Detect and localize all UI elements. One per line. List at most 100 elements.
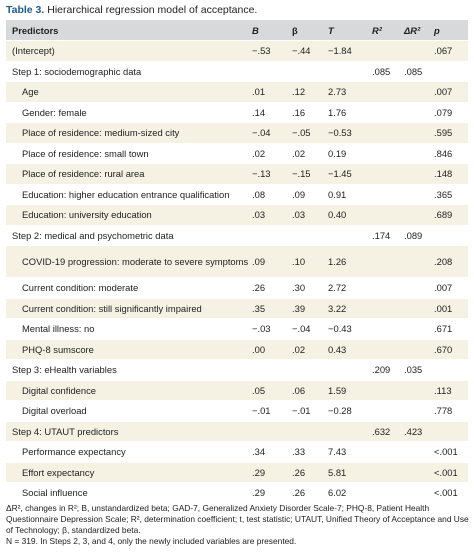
cell-b: .14 <box>252 106 266 118</box>
table-step-row: Step 1: sociodemographic data .085 .085 <box>6 60 468 82</box>
cell-dr2 <box>404 82 434 102</box>
cell-b: −.13 <box>252 168 271 180</box>
cell-dr2 <box>404 185 434 205</box>
cell-r2 <box>372 299 404 319</box>
regression-table: Predictors B β T R² ΔR² p (Intercept) −.5… <box>6 20 468 503</box>
table-row: Place of residence: rural area −.13 −.15 −1… <box>6 163 468 184</box>
cell-beta: .26 <box>292 466 306 478</box>
cell-p: <.001 <box>434 446 458 458</box>
cell-dr2 <box>404 164 434 184</box>
cell-t: 5.81 <box>328 466 347 478</box>
cell-t: 0.19 <box>328 147 347 159</box>
cell-p: .148 <box>434 168 453 180</box>
table-row: Education: higher education entrance qua… <box>6 183 468 205</box>
cell-r2: .632 <box>372 425 391 437</box>
table-header-row: Predictors B β T R² ΔR² p <box>6 20 468 40</box>
cell-p <box>434 422 462 442</box>
cell-t: 2.72 <box>328 282 347 294</box>
cell-t <box>328 422 372 442</box>
cell-dr2: .035 <box>404 364 423 376</box>
header-b: B <box>252 24 259 36</box>
header-t: T <box>328 24 334 36</box>
cell-dr2 <box>404 278 434 298</box>
cell-r2: .085 <box>372 65 391 77</box>
cell-t: 1.59 <box>328 384 347 396</box>
cell-beta: −.04 <box>292 323 311 335</box>
cell-p: .670 <box>434 343 453 355</box>
cell-beta: −.15 <box>292 168 311 180</box>
cell-label: Digital confidence <box>22 384 97 396</box>
cell-beta: .10 <box>292 256 306 267</box>
cell-label: PHQ-8 sumscore <box>22 343 94 355</box>
cell-r2 <box>372 401 404 421</box>
table-step-row: Step 2: medical and psychometric data .17… <box>6 224 468 246</box>
cell-r2 <box>372 82 404 102</box>
cell-b: .29 <box>252 487 266 499</box>
cell-t: 2.73 <box>328 86 347 98</box>
cell-r2 <box>372 463 404 483</box>
cell-beta: −.05 <box>292 127 311 139</box>
table-row: Place of residence: small town .02 .02 0.19… <box>6 142 468 164</box>
cell-label: Step 1: sociodemographic data <box>12 65 142 77</box>
cell-label: Step 2: medical and psychometric data <box>12 229 174 241</box>
cell-p: <.001 <box>434 487 458 499</box>
cell-p: .007 <box>434 86 453 98</box>
table-row: Mental illness: no −.03 −.04 −0.43 .671 <box>6 318 468 339</box>
cell-label: Place of residence: rural area <box>22 168 145 180</box>
cell-b: .02 <box>252 147 266 159</box>
cell-dr2 <box>404 299 434 319</box>
cell-b: .09 <box>252 256 266 267</box>
cell-dr2 <box>404 41 434 61</box>
cell-label: Current condition: still significantly i… <box>22 302 202 314</box>
cell-label: Step 3: eHealth variables <box>12 364 117 376</box>
cell-r2: .174 <box>372 229 391 241</box>
cell-t: 6.02 <box>328 487 347 499</box>
cell-r2 <box>372 123 404 143</box>
cell-p: .671 <box>434 323 453 335</box>
cell-label: Current condition: moderate <box>22 282 139 294</box>
cell-b: .00 <box>252 343 266 355</box>
cell-p: .113 <box>434 384 452 396</box>
cell-r2 <box>372 381 404 401</box>
cell-p: .208 <box>434 256 453 267</box>
table-row: COVID-19 progression: moderate to severe… <box>6 245 468 277</box>
cell-t: 0.40 <box>328 209 347 221</box>
cell-p: .067 <box>434 45 453 57</box>
cell-p: <.001 <box>434 466 458 478</box>
cell-p: .778 <box>434 405 453 417</box>
table-body: (Intercept) −.53 −.44 −1.84 .067 Step 1: soci… <box>6 40 468 503</box>
cell-label: Social influence <box>22 487 88 499</box>
cell-beta <box>292 226 332 246</box>
cell-p: .007 <box>434 282 453 294</box>
cell-b: −.01 <box>252 405 271 417</box>
table-row: PHQ-8 sumscore .00 .02 0.43 .670 <box>6 338 468 359</box>
footnote-abbreviations: ΔR², changes in R²; B, unstandardized be… <box>6 503 469 535</box>
cell-b: .08 <box>252 188 266 200</box>
cell-beta: .06 <box>292 384 306 396</box>
cell-beta: .02 <box>292 343 306 355</box>
cell-r2 <box>372 103 404 123</box>
cell-beta <box>292 360 332 380</box>
cell-beta: .33 <box>292 446 306 458</box>
table-row: Performance expectancy .34 .33 7.43 <.001 <box>6 441 468 462</box>
table-footnote: ΔR², changes in R²; B, unstandardized be… <box>6 503 470 547</box>
cell-label: Education: university education <box>22 209 152 221</box>
cell-beta: .26 <box>292 487 306 499</box>
table-row: Digital confidence .05 .06 1.59 .113 <box>6 379 468 401</box>
cell-r2 <box>372 442 404 462</box>
cell-beta: .12 <box>292 86 306 98</box>
cell-p: .001 <box>434 302 453 314</box>
cell-p <box>434 226 462 246</box>
cell-dr2 <box>404 463 434 483</box>
cell-b: .35 <box>252 302 266 314</box>
cell-dr2 <box>404 401 434 421</box>
cell-dr2 <box>404 144 434 164</box>
cell-beta <box>292 62 332 82</box>
cell-r2 <box>372 164 404 184</box>
cell-p: .079 <box>434 106 453 118</box>
cell-beta: .09 <box>292 188 306 200</box>
cell-beta: −.01 <box>292 405 311 417</box>
cell-r2 <box>372 144 404 164</box>
cell-t: −0.53 <box>328 127 352 139</box>
cell-beta <box>292 422 332 442</box>
